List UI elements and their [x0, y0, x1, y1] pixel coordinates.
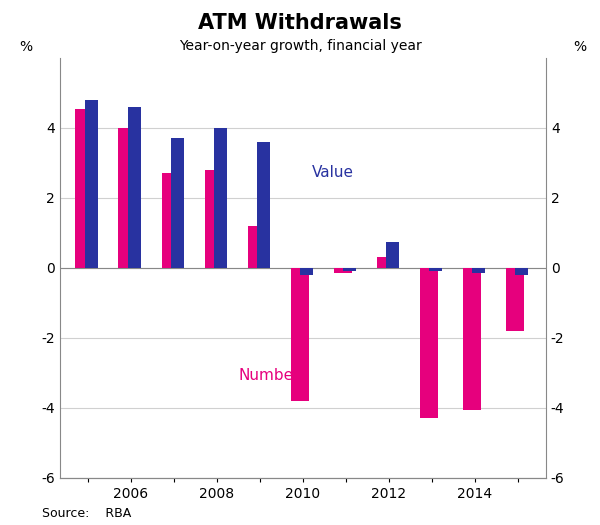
Bar: [463, 268, 481, 410]
Text: Number: Number: [238, 368, 300, 383]
Bar: [506, 268, 524, 331]
Text: Year-on-year growth, financial year: Year-on-year growth, financial year: [179, 39, 421, 54]
Bar: [257, 142, 271, 268]
Text: %: %: [574, 39, 587, 54]
Bar: [170, 138, 184, 268]
Bar: [472, 268, 485, 273]
Text: ATM Withdrawals: ATM Withdrawals: [198, 13, 402, 33]
Bar: [161, 173, 179, 268]
Bar: [299, 268, 313, 275]
Bar: [205, 170, 223, 268]
Bar: [428, 268, 442, 271]
Bar: [248, 226, 266, 268]
Bar: [343, 268, 356, 271]
Text: Value: Value: [311, 165, 353, 180]
Bar: [85, 100, 98, 268]
Bar: [386, 242, 400, 268]
Bar: [128, 107, 141, 268]
Bar: [76, 109, 94, 268]
Bar: [334, 268, 352, 273]
Bar: [419, 268, 437, 418]
Bar: [515, 268, 529, 275]
Bar: [118, 128, 137, 268]
Text: Source:    RBA: Source: RBA: [42, 507, 131, 520]
Bar: [290, 268, 308, 401]
Bar: [214, 128, 227, 268]
Text: %: %: [19, 39, 32, 54]
Bar: [377, 257, 395, 268]
